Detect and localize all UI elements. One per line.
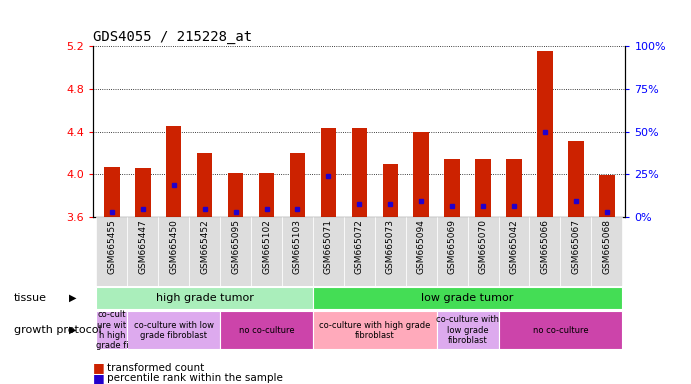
Bar: [259, 173, 274, 217]
Text: GSM665067: GSM665067: [571, 219, 580, 274]
Bar: [498, 217, 529, 286]
Bar: [383, 164, 398, 217]
Bar: [251, 217, 282, 286]
Bar: [406, 217, 437, 286]
Text: GSM665070: GSM665070: [479, 219, 488, 274]
Bar: [127, 217, 158, 286]
Text: GSM665069: GSM665069: [448, 219, 457, 274]
Text: co-culture with
low grade
fibroblast: co-culture with low grade fibroblast: [436, 315, 499, 345]
Bar: [290, 153, 305, 217]
Bar: [220, 311, 313, 349]
Text: GSM665073: GSM665073: [386, 219, 395, 274]
Text: GSM665094: GSM665094: [417, 219, 426, 274]
Text: GSM665066: GSM665066: [540, 219, 549, 274]
Text: co-culture with low
grade fibroblast: co-culture with low grade fibroblast: [134, 321, 214, 340]
Bar: [127, 311, 220, 349]
Text: low grade tumor: low grade tumor: [422, 293, 514, 303]
Text: no co-culture: no co-culture: [533, 326, 588, 335]
Bar: [475, 159, 491, 217]
Text: ■: ■: [93, 372, 105, 384]
Bar: [96, 217, 127, 286]
Bar: [313, 287, 623, 309]
Bar: [313, 311, 437, 349]
Text: ▶: ▶: [69, 325, 77, 335]
Text: growth protocol: growth protocol: [14, 325, 102, 335]
Bar: [468, 217, 498, 286]
Text: GSM665102: GSM665102: [262, 219, 271, 274]
Text: GSM665068: GSM665068: [603, 219, 612, 274]
Bar: [135, 168, 151, 217]
Bar: [282, 217, 313, 286]
Text: GSM665452: GSM665452: [200, 219, 209, 274]
Bar: [321, 128, 336, 217]
Text: no co-culture: no co-culture: [238, 326, 294, 335]
Bar: [197, 153, 212, 217]
Text: GDS4055 / 215228_at: GDS4055 / 215228_at: [93, 30, 252, 44]
Bar: [560, 217, 591, 286]
Text: percentile rank within the sample: percentile rank within the sample: [107, 373, 283, 383]
Text: ▶: ▶: [69, 293, 77, 303]
Bar: [352, 128, 367, 217]
Text: transformed count: transformed count: [107, 363, 205, 373]
Bar: [96, 287, 313, 309]
Bar: [158, 217, 189, 286]
Bar: [444, 159, 460, 217]
Bar: [96, 311, 127, 349]
Text: GSM665072: GSM665072: [354, 219, 364, 274]
Text: GSM665455: GSM665455: [107, 219, 116, 274]
Bar: [529, 217, 560, 286]
Text: GSM665042: GSM665042: [509, 219, 518, 274]
Text: ■: ■: [93, 361, 105, 374]
Bar: [568, 141, 584, 217]
Text: high grade tumor: high grade tumor: [155, 293, 254, 303]
Text: tissue: tissue: [14, 293, 47, 303]
Bar: [507, 159, 522, 217]
Bar: [437, 311, 498, 349]
Bar: [375, 217, 406, 286]
Text: GSM665071: GSM665071: [324, 219, 333, 274]
Text: GSM665450: GSM665450: [169, 219, 178, 274]
Text: GSM665103: GSM665103: [293, 219, 302, 274]
Bar: [591, 217, 623, 286]
Bar: [220, 217, 251, 286]
Bar: [537, 51, 553, 217]
Text: GSM665095: GSM665095: [231, 219, 240, 274]
Text: GSM665447: GSM665447: [138, 219, 147, 274]
Bar: [599, 175, 614, 217]
Bar: [104, 167, 120, 217]
Bar: [166, 126, 182, 217]
Bar: [344, 217, 375, 286]
Bar: [413, 131, 429, 217]
Bar: [498, 311, 623, 349]
Bar: [189, 217, 220, 286]
Bar: [313, 217, 344, 286]
Bar: [228, 173, 243, 217]
Text: co-cult
ure wit
h high
grade fi: co-cult ure wit h high grade fi: [95, 310, 128, 350]
Bar: [437, 217, 468, 286]
Text: co-culture with high grade
fibroblast: co-culture with high grade fibroblast: [319, 321, 430, 340]
